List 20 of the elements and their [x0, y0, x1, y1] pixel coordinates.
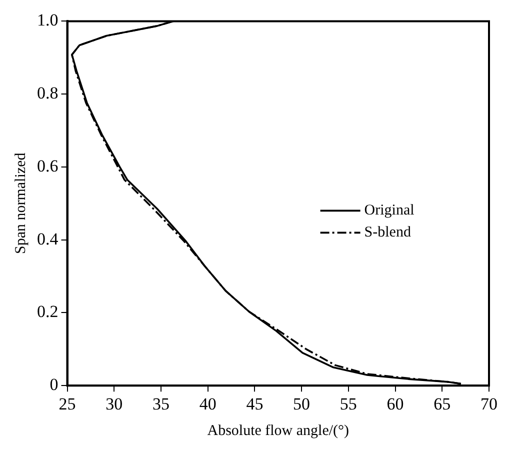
y-tick-label: 0.8 [37, 84, 58, 103]
x-tick-label: 25 [58, 394, 76, 414]
x-tick-label: 30 [106, 394, 123, 414]
legend-label: S-blend [364, 224, 412, 241]
y-tick-label: 0.2 [37, 302, 58, 322]
y-tick-label: 0.6 [37, 156, 58, 176]
x-tick-label: 55 [340, 394, 357, 414]
y-tick-label: 0 [50, 375, 58, 394]
x-tick-label: 40 [199, 394, 216, 414]
y-tick-label: 0.4 [37, 229, 59, 248]
y-tick-label: 1.0 [37, 10, 58, 30]
x-tick-label: 60 [386, 394, 404, 414]
legend-label: Original [364, 202, 414, 219]
x-tick-label: 45 [246, 394, 264, 414]
x-tick-label: 65 [434, 394, 451, 414]
y-axis-title: Span normalized [12, 152, 29, 254]
x-tick-label: 35 [152, 394, 170, 414]
x-tick-label: 50 [293, 394, 310, 414]
x-axis-title: Absolute flow angle/(°) [207, 422, 350, 439]
x-tick-label: 70 [480, 394, 498, 414]
